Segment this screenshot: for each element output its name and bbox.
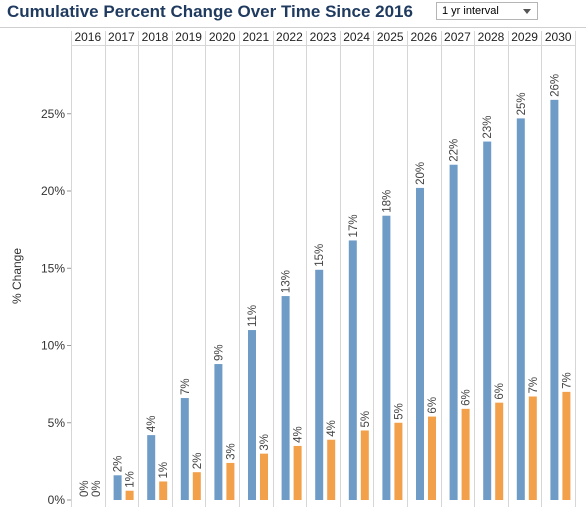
data-label-series-1: 15% [314, 244, 326, 267]
category-label: 2026 [410, 30, 437, 44]
data-label-series-2: 1% [158, 462, 170, 479]
bar-series-2 [495, 402, 504, 500]
bar-series-1 [248, 330, 256, 500]
category-label: 2023 [310, 30, 337, 44]
bar-series-1 [214, 364, 223, 500]
y-tick-label: 0% [48, 493, 66, 507]
category-label: 2017 [108, 30, 135, 44]
category-label: 2029 [511, 30, 538, 44]
data-label-series-2: 1% [125, 471, 137, 488]
bar-series-2 [428, 416, 436, 500]
category-label: 2022 [276, 30, 303, 44]
category-label: 2028 [478, 30, 505, 44]
data-label-series-1: 22% [449, 139, 461, 162]
bar-series-1 [516, 118, 525, 500]
y-tick-label: 25% [41, 107, 65, 121]
data-label-series-2: 6% [427, 397, 439, 414]
y-tick-label: 15% [41, 261, 65, 275]
category-label: 2025 [377, 30, 404, 44]
bar-series-2 [293, 445, 302, 500]
data-label-series-1: 13% [281, 270, 293, 293]
data-label-series-2: 2% [192, 453, 204, 470]
bar-series-2 [528, 396, 537, 500]
bar-series-2 [159, 481, 168, 500]
data-label-series-2: 7% [561, 372, 573, 389]
bar-series-1 [382, 215, 391, 500]
interval-dropdown-value: 1 yr interval [442, 5, 499, 17]
bar-series-2 [360, 430, 369, 500]
data-label-series-1: 2% [113, 456, 125, 473]
data-label-series-1: 23% [482, 116, 494, 139]
data-label-series-2: 3% [225, 443, 237, 460]
chart-title: Cumulative Percent Change Over Time Sinc… [7, 2, 413, 21]
data-label-series-2: 5% [393, 403, 405, 420]
data-label-series-2: 3% [259, 434, 271, 451]
bar-series-2 [226, 462, 235, 500]
bar-series-1 [113, 475, 122, 500]
bar-series-1 [315, 269, 324, 500]
data-label-series-2: 4% [293, 426, 305, 443]
bar-series-1 [281, 296, 290, 500]
bar-series-2 [125, 490, 134, 500]
bar-series-1 [449, 164, 458, 501]
data-label-series-1: 18% [381, 190, 393, 213]
bar-series-2 [562, 391, 571, 500]
data-label-series-2: 6% [461, 389, 473, 406]
category-label: 2021 [242, 30, 269, 44]
category-label: 2018 [142, 30, 169, 44]
bar-series-1 [550, 99, 559, 500]
interval-dropdown[interactable]: 1 yr interval [436, 2, 538, 20]
category-label: 2019 [175, 30, 202, 44]
category-label: 2016 [74, 30, 101, 44]
bar-series-1 [180, 398, 189, 500]
bar-series-2 [461, 408, 470, 500]
y-tick-label: 20% [41, 184, 65, 198]
y-tick-label: 10% [41, 339, 65, 353]
data-label-series-1: 0% [79, 480, 91, 497]
data-label-series-2: 0% [91, 480, 103, 497]
bar-series-2 [327, 439, 336, 500]
category-label: 2030 [545, 30, 572, 44]
data-label-series-2: 5% [360, 411, 372, 428]
data-label-series-2: 4% [326, 420, 338, 437]
y-tick-label: 5% [48, 416, 66, 430]
data-label-series-1: 25% [516, 92, 528, 115]
data-label-series-1: 26% [549, 74, 561, 97]
bar-series-2 [260, 453, 268, 500]
bar-series-1 [348, 240, 357, 500]
data-label-series-1: 11% [247, 305, 259, 327]
chevron-down-icon [523, 9, 531, 14]
data-label-series-1: 17% [348, 214, 360, 237]
data-label-series-1: 7% [180, 378, 192, 395]
data-label-series-1: 20% [415, 162, 427, 185]
category-label: 2024 [343, 30, 370, 44]
category-label: 2020 [209, 30, 236, 44]
data-label-series-2: 7% [528, 377, 540, 394]
bar-series-2 [394, 422, 403, 500]
bar-series-1 [416, 187, 424, 500]
bar-series-1 [147, 435, 156, 500]
category-label: 2027 [444, 30, 471, 44]
data-label-series-2: 6% [494, 383, 506, 400]
bar-series-1 [483, 141, 492, 500]
bar-series-2 [192, 472, 201, 500]
data-label-series-1: 9% [213, 344, 225, 361]
data-label-series-1: 4% [146, 415, 158, 432]
